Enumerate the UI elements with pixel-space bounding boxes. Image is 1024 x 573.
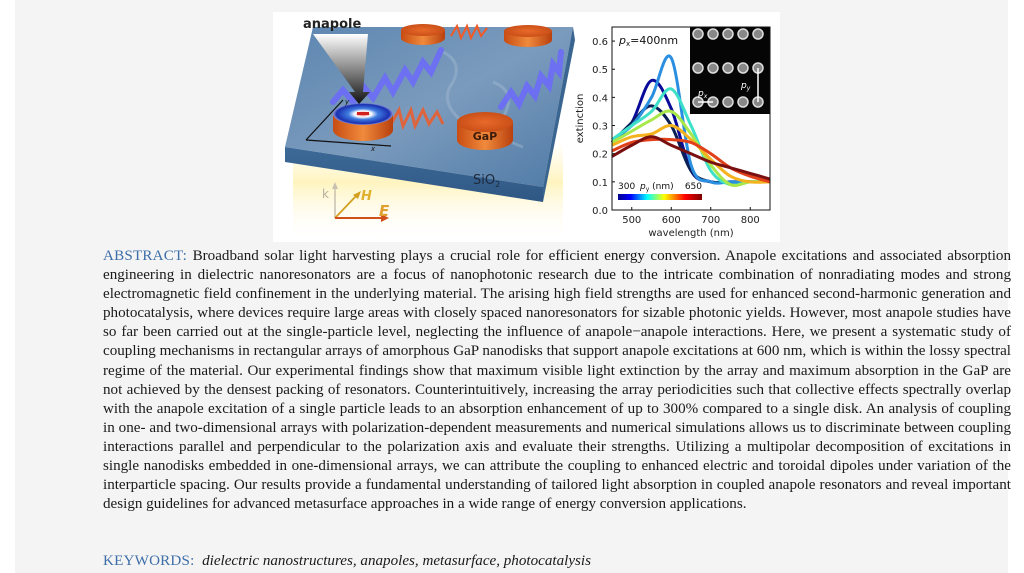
svg-text:px: px — [697, 89, 708, 100]
anapole-label: anapole — [303, 17, 361, 32]
series-line — [611, 124, 771, 184]
x-axis-label: wavelength (nm) — [648, 228, 733, 239]
svg-text:600: 600 — [662, 215, 681, 226]
px-annotation: px=400nm — [618, 34, 678, 48]
svg-text:0.2: 0.2 — [592, 150, 608, 161]
svg-text:300: 300 — [618, 182, 635, 192]
plot-frame — [611, 26, 771, 211]
svg-text:0.1: 0.1 — [592, 178, 608, 189]
svg-text:0.3: 0.3 — [592, 122, 608, 133]
xy-axes-icon — [305, 99, 392, 147]
gap-disk-front-right: GaP — [457, 112, 513, 150]
nanodisk-array-illustration: GaP y x anapole SiO2 — [285, 17, 575, 242]
svg-text:E: E — [379, 202, 390, 220]
abstract-paragraph: ABSTRACT: Broadband solar light harvesti… — [103, 247, 1011, 514]
svg-text:py: py — [740, 81, 751, 92]
substrate-label: SiO2 — [473, 173, 500, 189]
svg-text:0.6: 0.6 — [592, 37, 608, 48]
abstract-panel: GaP y x anapole SiO2 — [15, 0, 1011, 573]
svg-text:x: x — [370, 145, 376, 153]
svg-text:700: 700 — [701, 215, 720, 226]
gap-disk-back-right — [504, 25, 552, 47]
svg-text:0.0: 0.0 — [592, 206, 608, 217]
svg-text:py (nm): py (nm) — [639, 182, 674, 193]
svg-text:500: 500 — [622, 215, 641, 226]
svg-text:800: 800 — [741, 215, 760, 226]
abstract-label: ABSTRACT: — [103, 248, 188, 264]
field-vectors-icon — [332, 182, 389, 222]
gap-label: GaP — [473, 130, 498, 143]
extinction-chart: px py 0.0 0.1 0.2 0.3 0.4 0.5 0.6 500 600 700 800 wav… — [575, 26, 771, 239]
series-line — [611, 109, 771, 187]
svg-text:0.5: 0.5 — [592, 65, 608, 76]
keywords-line: KEYWORDS: dielectric nanostructures, ana… — [103, 552, 1011, 571]
svg-text:0.4: 0.4 — [592, 93, 608, 104]
anapole-disk — [333, 103, 393, 141]
svg-text:y: y — [344, 98, 350, 106]
colorbar — [618, 194, 702, 200]
toc-graphic: GaP y x anapole SiO2 — [273, 12, 780, 242]
abstract-text: Broadband solar light harvesting plays a… — [103, 248, 1011, 513]
keywords-label: KEYWORDS: — [103, 553, 195, 569]
svg-text:H: H — [361, 189, 372, 204]
gap-disk-back-left — [401, 24, 445, 45]
y-axis-label: extinction — [575, 94, 586, 144]
series-line — [611, 135, 771, 181]
keywords-text: dielectric nanostructures, anapoles, met… — [202, 553, 591, 569]
anapole-arrow-icon — [313, 34, 370, 104]
svg-text:650: 650 — [685, 182, 702, 192]
svg-text:k: k — [322, 187, 329, 201]
